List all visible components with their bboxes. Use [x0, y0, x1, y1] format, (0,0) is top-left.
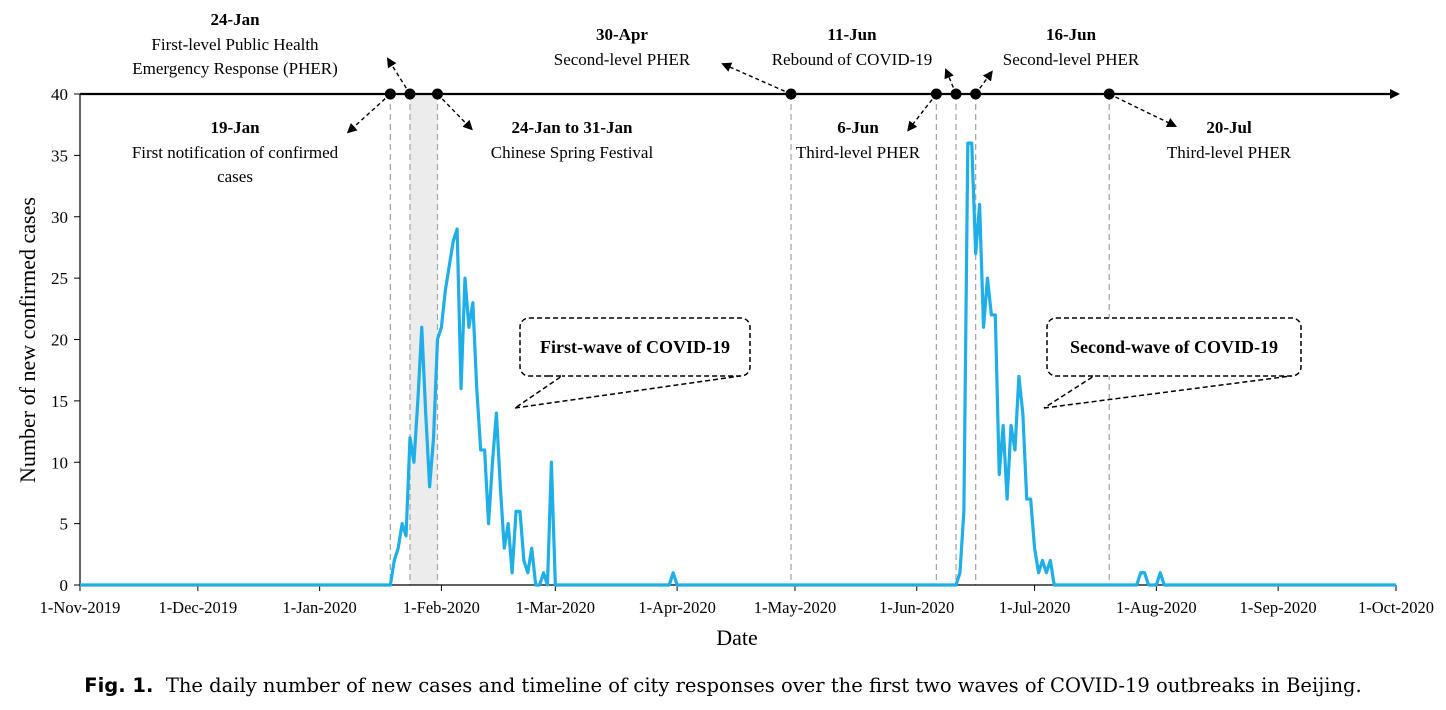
event-title: 6-Jun	[837, 118, 879, 137]
x-tick-label: 1-Apr-2020	[638, 598, 716, 617]
y-axis-label: Number of new confirmed cases	[15, 197, 40, 483]
wave-callout-tail	[514, 375, 565, 409]
y-tick-label: 20	[51, 331, 68, 350]
event-description: Second-level PHER	[1003, 50, 1140, 69]
figure-caption: Fig. 1. The daily number of new cases an…	[0, 674, 1446, 697]
event-pointer-arrow	[907, 93, 937, 132]
event-pointer-arrow	[346, 93, 391, 134]
event-description: Chinese Spring Festival	[491, 143, 654, 162]
event-description: Emergency Response (PHER)	[132, 59, 338, 78]
event-pointer-arrow	[975, 70, 993, 95]
x-tick-label: 1-Oct-2020	[1358, 598, 1434, 617]
x-tick-label: 1-Dec-2019	[158, 598, 237, 617]
y-tick-label: 10	[51, 453, 68, 472]
y-tick-label: 25	[51, 269, 68, 288]
y-tick-label: 35	[51, 146, 68, 165]
wave-callout-tail	[1043, 375, 1097, 409]
y-tick-label: 0	[60, 576, 69, 595]
wave-callout-tail	[514, 375, 741, 409]
event-description: cases	[217, 167, 253, 186]
y-tick-label: 5	[60, 515, 69, 534]
event-pointer-arrow	[944, 68, 957, 95]
x-tick-label: 1-Mar-2020	[516, 598, 595, 617]
event-description: Second-level PHER	[554, 50, 691, 69]
event-description: Rebound of COVID-19	[772, 50, 933, 69]
x-tick-label: 1-Jun-2020	[879, 598, 954, 617]
event-pointer-arrow	[1108, 93, 1178, 128]
x-tick-label: 1-Feb-2020	[403, 598, 480, 617]
event-title: 19-Jan	[210, 118, 260, 137]
daily-cases-line	[80, 141, 1396, 587]
caption-text: The daily number of new cases and timeli…	[165, 674, 1362, 697]
x-tick-label: 1-Sep-2020	[1240, 598, 1317, 617]
event-description: First-level Public Health	[151, 35, 319, 54]
event-description: Third-level PHER	[796, 143, 921, 162]
event-description: First notification of confirmed	[132, 143, 339, 162]
event-pointer-arrow	[436, 93, 473, 131]
y-tick-label: 40	[51, 85, 68, 104]
x-tick-label: 1-Jul-2020	[999, 598, 1071, 617]
y-tick-label: 15	[51, 392, 68, 411]
x-tick-label: 1-Jan-2020	[283, 598, 357, 617]
event-title: 11-Jun	[827, 25, 877, 44]
wave-callout-tail	[1043, 375, 1292, 409]
event-description: Third-level PHER	[1167, 143, 1292, 162]
event-pointer-arrow	[721, 62, 792, 95]
wave-callout-label: Second-wave of COVID-19	[1070, 337, 1278, 357]
wave-callout-box	[519, 317, 751, 377]
event-title: 24-Jan to 31-Jan	[512, 118, 633, 137]
x-tick-label: 1-May-2020	[754, 598, 836, 617]
event-title: 16-Jun	[1046, 25, 1097, 44]
wave-callout-label: First-wave of COVID-19	[540, 337, 730, 357]
x-axis-label: Date	[716, 625, 758, 650]
event-title: 24-Jan	[210, 10, 260, 29]
y-tick-label: 30	[51, 208, 68, 227]
x-tick-label: 1-Nov-2019	[40, 598, 121, 617]
caption-label: Fig. 1.	[84, 674, 154, 697]
x-tick-label: 1-Aug-2020	[1116, 598, 1197, 617]
event-title: 20-Jul	[1206, 118, 1252, 137]
wave-callout-box	[1046, 317, 1302, 377]
covid-cases-chart: 0 5 10 15 20 25 30 35 40 1-Nov-2019 1-Dec-2019 1-Ja…	[15, 10, 1434, 650]
event-title: 30-Apr	[596, 25, 648, 44]
